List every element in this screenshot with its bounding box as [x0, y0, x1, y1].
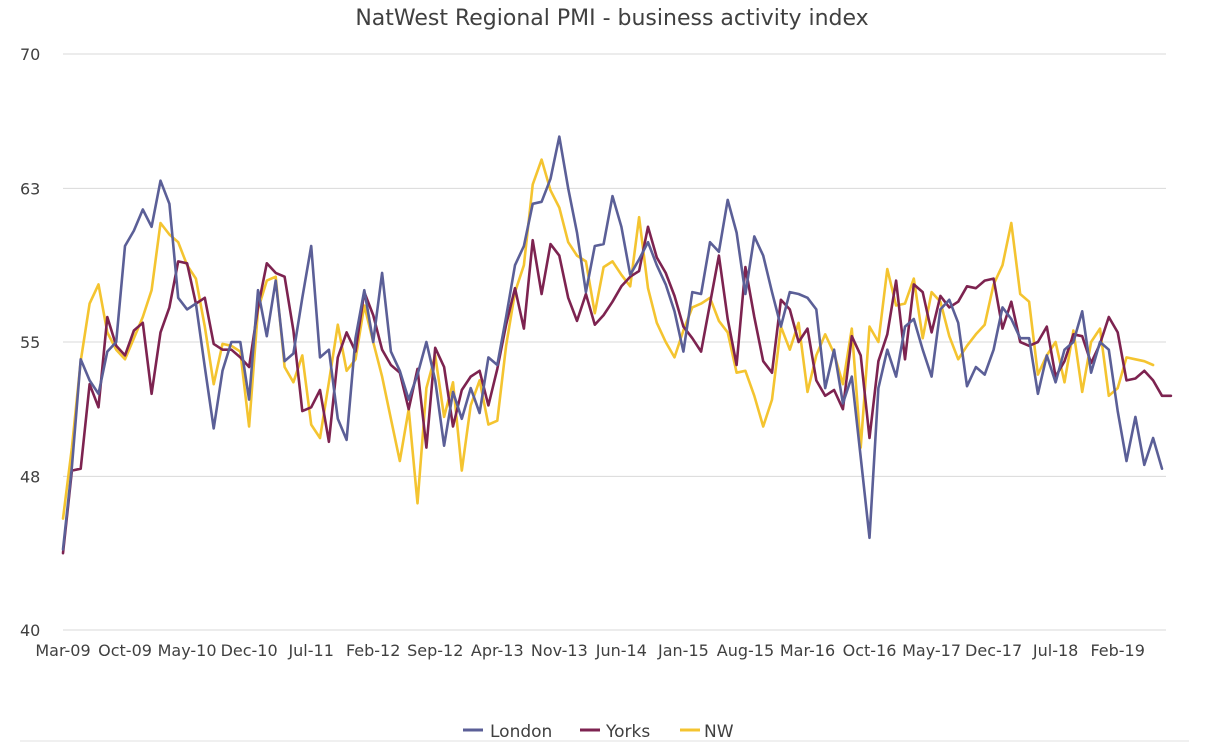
x-tick-label: Mar-16	[780, 641, 835, 660]
x-tick-label: May-10	[158, 641, 217, 660]
x-tick-label: Sep-12	[407, 641, 463, 660]
legend-label: London	[490, 722, 552, 742]
series-line-yorks	[61, 225, 1173, 555]
x-tick-label: Feb-19	[1090, 641, 1144, 660]
legend: London Yorks NW	[463, 722, 734, 742]
legend-label: NW	[704, 722, 734, 742]
x-tick-label: Oct-09	[98, 641, 152, 660]
legend-item-yorks: Yorks	[580, 722, 650, 742]
x-tick-label: Dec-10	[221, 641, 278, 660]
y-axis: 40 48 55 63 70	[20, 45, 40, 640]
x-tick-label: May-17	[902, 641, 961, 660]
legend-label: Yorks	[605, 722, 650, 742]
y-tick-label: 55	[20, 333, 40, 352]
x-tick-label: Oct-16	[843, 641, 897, 660]
series-line-london	[61, 135, 1164, 551]
x-tick-label: Jun-14	[595, 641, 647, 660]
x-tick-label: Jan-15	[657, 641, 709, 660]
chart-title: NatWest Regional PMI - business activity…	[355, 6, 868, 31]
series-layer	[61, 135, 1173, 555]
x-tick-label: Aug-15	[717, 641, 774, 660]
y-tick-label: 63	[20, 179, 40, 198]
y-tick-label: 40	[20, 621, 40, 640]
x-axis: Mar-09 Oct-09 May-10 Dec-10 Jul-11 Feb-12 Sep-…	[35, 641, 1145, 660]
x-tick-label: Dec-17	[965, 641, 1022, 660]
legend-item-nw: NW	[680, 722, 734, 742]
x-tick-label: Jul-11	[287, 641, 333, 660]
y-tick-label: 48	[20, 467, 40, 486]
legend-item-london: London	[463, 722, 552, 742]
series-line-nw	[61, 158, 1155, 520]
x-tick-label: Nov-13	[531, 641, 588, 660]
x-tick-label: Apr-13	[471, 641, 524, 660]
gridlines	[63, 53, 1166, 631]
x-tick-label: Jul-18	[1032, 641, 1078, 660]
x-tick-label: Feb-12	[346, 641, 400, 660]
x-tick-label: Mar-09	[35, 641, 90, 660]
y-tick-label: 70	[20, 45, 40, 64]
